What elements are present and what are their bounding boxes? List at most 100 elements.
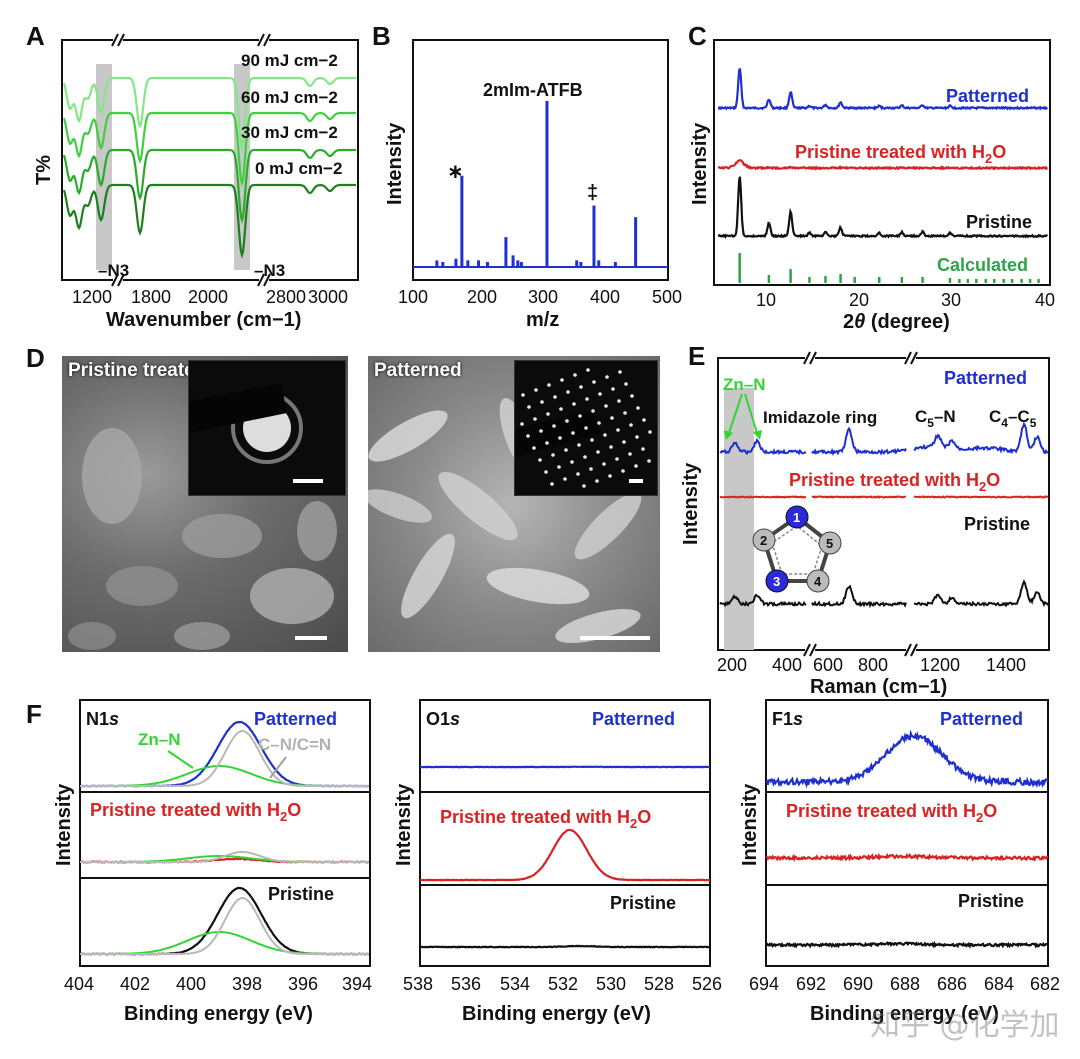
saed-spot — [598, 392, 602, 396]
saed-spot — [532, 446, 536, 450]
saed-spot — [635, 435, 639, 439]
saed-spot — [576, 472, 580, 476]
raman-series-1-segment-1 — [811, 495, 907, 499]
o1s-tick-532: 532 — [548, 974, 578, 994]
saed-spot — [579, 385, 583, 389]
panel-letter-e: E — [688, 341, 705, 371]
b-tick-500: 500 — [652, 287, 682, 307]
saed-spot — [590, 438, 594, 442]
f1s-y-label: Intensity — [739, 783, 761, 866]
f1s-series-1 — [765, 852, 1049, 863]
saed-spot — [602, 462, 606, 466]
e-tick-800: 800 — [858, 655, 888, 675]
f1s-tick-682: 682 — [1030, 974, 1060, 994]
saed-spot — [585, 397, 589, 401]
saed-spot — [634, 464, 638, 468]
o1s-title: O1s — [426, 709, 460, 729]
saed-spot — [592, 380, 596, 384]
n1s-tick-394: 394 — [342, 974, 372, 994]
panel-b-peaks — [435, 101, 638, 267]
b-y-label: Intensity — [384, 122, 406, 205]
saed-spot — [560, 378, 564, 382]
n1s-tick-400: 400 — [176, 974, 206, 994]
raman-series-0-segment-2 — [913, 421, 1049, 455]
saed-spot — [577, 443, 581, 447]
panel-c-curves — [717, 68, 1048, 283]
c-x-label: 2θ (degree) — [843, 311, 950, 333]
saed-spot — [551, 453, 555, 457]
panel-b-frame — [412, 39, 669, 281]
f1s-curves — [765, 729, 1049, 949]
n1s-component-1-row-2 — [80, 896, 369, 955]
saed-spot — [605, 375, 609, 379]
saed-spot — [615, 457, 619, 461]
f1s-tick-690: 690 — [843, 974, 873, 994]
atom-2 — [752, 528, 776, 552]
saed-spot — [521, 393, 525, 397]
saed-spot — [520, 422, 524, 426]
saed-spot — [630, 394, 634, 398]
saed-spot — [641, 447, 645, 451]
saed-spot — [544, 470, 548, 474]
n1s-label-pristine: Pristine — [268, 884, 334, 904]
sem-right-scale-bar — [580, 636, 650, 640]
b-x-label: m/z — [526, 309, 559, 331]
o1s-tick-530: 530 — [596, 974, 626, 994]
saed-spot — [583, 455, 587, 459]
atom-label-2: 2 — [760, 533, 767, 548]
a-tick-1200: 1200 — [72, 287, 112, 307]
ftir-series-0 — [62, 76, 356, 152]
annotation-n3-left: –N3 — [98, 261, 129, 280]
n1s-component-0-row-2 — [80, 931, 369, 955]
saed-spot — [589, 467, 593, 471]
b-tick-200: 200 — [467, 287, 497, 307]
saed-spot — [597, 421, 601, 425]
raman-series-0-segment-1 — [811, 426, 907, 457]
panel-letter-c: C — [688, 21, 707, 51]
n1s-component-0-row-0 — [80, 765, 369, 787]
saed-spot — [559, 407, 563, 411]
saed-spot — [584, 426, 588, 430]
atom-label-4: 4 — [814, 574, 822, 589]
sem-right-label: Patterned — [374, 360, 462, 381]
f1s-x-label: Binding energy (eV) — [810, 1003, 999, 1025]
saed-spot — [573, 373, 577, 377]
e-tick-200: 200 — [717, 655, 747, 675]
a-tick-2000: 2000 — [188, 287, 228, 307]
saed-spot — [608, 474, 612, 478]
o1s-frame — [419, 699, 711, 967]
n1s-tick-404: 404 — [64, 974, 94, 994]
saed-spot — [621, 469, 625, 473]
saed-spot — [557, 465, 561, 469]
atom-3 — [765, 569, 789, 593]
sem-image-left: Pristine treated with H2O — [62, 356, 348, 652]
saed-spot — [595, 479, 599, 483]
atom-5 — [818, 531, 842, 555]
saed-spot — [538, 458, 542, 462]
b-tick-100: 100 — [398, 287, 428, 307]
o1s-label-pristine: Pristine — [610, 893, 676, 913]
raman-series-1-segment-2 — [913, 495, 1049, 499]
b-tick-300: 300 — [528, 287, 558, 307]
n1s-label-h2o: Pristine treated with H2O — [90, 800, 301, 824]
e-zn-n-arrows — [724, 393, 762, 440]
panel-a-curves — [62, 76, 356, 259]
panel-letter-f: F — [26, 699, 42, 729]
n1s-arrow-zn-n — [167, 750, 194, 769]
panel-f-n1s: N1s Patterned Pristine treated with H2O … — [53, 699, 372, 1025]
panel-letter-b: B — [372, 21, 391, 51]
e-label-pristine: Pristine — [964, 514, 1030, 534]
e-x-label: Raman (cm−1) — [810, 676, 947, 698]
o1s-series-2 — [419, 944, 711, 949]
o1s-label-patterned: Patterned — [592, 709, 675, 729]
sem-image-right: Patterned — [368, 356, 660, 652]
o1s-tick-536: 536 — [451, 974, 481, 994]
panel-e-curves — [719, 421, 1049, 609]
saed-spot — [533, 417, 537, 421]
saed-spot — [647, 459, 651, 463]
panel-a-frame — [61, 39, 359, 281]
saed-spot — [636, 406, 640, 410]
panel-f-o1s: O1s Patterned Pristine treated with H2O … — [393, 699, 722, 1025]
ftir-series-2 — [62, 148, 356, 224]
o1s-tick-526: 526 — [692, 974, 722, 994]
